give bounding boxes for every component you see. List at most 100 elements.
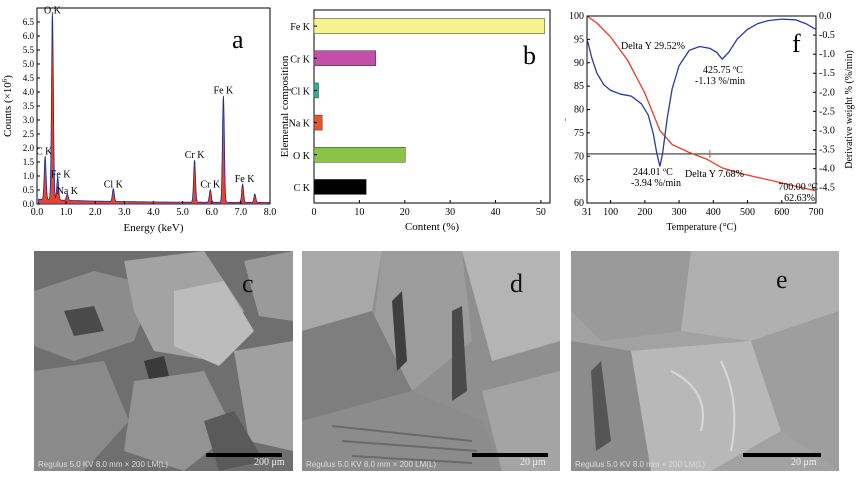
x-axis-label: Content (%) [405, 221, 459, 233]
y-tick-label-left: 100 [569, 11, 584, 22]
x-tick-label: 400 [706, 207, 721, 218]
x-tick-label: 0.0 [31, 207, 44, 218]
x-tick-label: 20 [400, 207, 410, 218]
y-axis-label: Elemental composition [280, 55, 291, 157]
peak-label: O K [44, 5, 62, 16]
category-label: C K [294, 183, 311, 194]
x-tick-label: 5.0 [176, 207, 189, 218]
sem-texture-c [34, 251, 293, 471]
y-tick-label-right: -2.5 [819, 106, 835, 117]
category-label: Cl K [291, 86, 311, 97]
panel-letter-f: f [792, 29, 801, 58]
category-label: Na K [289, 119, 311, 130]
x-tick-label: 300 [672, 207, 687, 218]
panel-letter-e: e [776, 265, 788, 294]
x-tick-label: 600 [774, 207, 789, 218]
annotation-end-temp: 700.00 ºC [778, 182, 818, 193]
peak-label: Cl K [104, 179, 124, 190]
y-tick-label: 2.5 [23, 129, 35, 139]
y-tick-label-left: 70 [574, 151, 584, 162]
spectrum-area [38, 12, 271, 205]
scale-bar [206, 453, 282, 457]
y-tick-label: 0.5 [23, 185, 35, 195]
composition-bar-chart: Fe K Cr K Cl K Na K O K C K 0 10 20 30 40 50 Content… [280, 9, 551, 233]
category-label: Fe K [290, 22, 311, 33]
sem-footer: Regulus 5.0 KV 8.0 mm × 200 LM(L) [306, 460, 437, 469]
x-tick-label: 100 [603, 207, 618, 218]
sem-texture-d [302, 251, 560, 471]
scale-label: 20 μm [520, 457, 546, 468]
y-tick-label: 0.0 [23, 199, 35, 209]
plot-frame [313, 9, 551, 204]
sem-footer: Regulus 5.0 KV 8.0 mm × 200 LM(L) [38, 460, 169, 469]
x-tick-label: 50 [536, 207, 546, 218]
x-tick-label: 0 [312, 207, 317, 218]
peak-label: Fe K [51, 170, 72, 181]
y-tick-label: 4.5 [23, 73, 35, 83]
category-label: O K [293, 151, 311, 162]
bar [313, 18, 545, 34]
peak-label: Fe K [235, 174, 256, 185]
y-axis-label-left: Weight % (%) [565, 81, 566, 138]
y-tick-label-right: -4.0 [819, 164, 835, 175]
annotation-delta2: Delta Y 7.68% [685, 169, 744, 180]
sem-texture-e [571, 251, 839, 471]
x-tick-label: 500 [740, 207, 755, 218]
y-tick-label-left: 90 [574, 58, 584, 69]
bar [313, 179, 367, 195]
y-tick-label: 5.0 [23, 59, 35, 69]
x-tick-label: 2.0 [89, 207, 102, 218]
y-tick-label: 6.0 [23, 31, 35, 41]
y-tick-label-right: -1.0 [819, 49, 835, 60]
annotation-peak1-rate: -3.94 %/min [631, 178, 681, 189]
y-tick-label-left: 60 [574, 198, 584, 209]
y-tick-label-right: -0.5 [819, 30, 835, 41]
panel-letter-d: d [510, 269, 523, 298]
tga-chart: 31 100 200 300 400 500 600 700 60 65 70 75 80 85 90 95 1… [565, 11, 855, 233]
bar [313, 50, 376, 66]
annotation-peak1-temp: 244.01 ºC [633, 167, 673, 178]
x-tick-label: 4.0 [147, 207, 160, 218]
y-tick-label: 4.0 [23, 87, 35, 97]
y-tick-label-right: -2.0 [819, 87, 835, 98]
y-axis-label: Counts (×106) [1, 75, 14, 137]
y-tick-label-left: 75 [574, 128, 584, 139]
x-tick-label: 8.0 [264, 207, 277, 218]
derivative-curve [586, 18, 817, 167]
sem-image-c: c 200 μm Regulus 5.0 KV 8.0 mm × 200 LM(… [34, 251, 293, 471]
annotation-end-weight: 62.63% [784, 193, 815, 204]
y-tick-label-right: 0.0 [819, 11, 832, 22]
x-tick-label: 40 [491, 207, 501, 218]
peak-label: C K [36, 147, 53, 158]
x-tick-label: 6.0 [206, 207, 219, 218]
x-tick-label: 1.0 [60, 207, 73, 218]
y-tick-label: 3.0 [23, 115, 35, 125]
sem-image-e: e 20 μm Regulus 5.0 KV 8.0 mm × 200 LM(L… [571, 251, 839, 471]
annotation-peak2-temp: 425.75 ºC [703, 65, 743, 76]
x-tick-label: 10 [354, 207, 364, 218]
peak-label: Cr K [185, 150, 206, 161]
x-tick-label: 200 [637, 207, 652, 218]
y-tick-label-right: -3.5 [819, 145, 835, 156]
y-tick-label: 2.0 [23, 143, 35, 153]
y-tick-label-left: 65 [574, 175, 584, 186]
peak-label: Na K [57, 186, 79, 197]
peak-label: Cr K [200, 179, 221, 190]
x-tick-label: 7.0 [235, 207, 248, 218]
scale-bar [743, 453, 821, 457]
eds-spectrum-chart: 0.0 1.0 2.0 3.0 4.0 5.0 6.0 7.0 8.0 0.0 0.5 1.0 1.5 2… [1, 5, 277, 234]
y-tick-label-right: -3.0 [819, 125, 835, 136]
sem-footer: Regulus 5.0 KV 8.0 mm × 200 LM(L) [575, 460, 706, 469]
x-axis-label: Temperature (°C) [666, 222, 736, 233]
scale-label: 200 μm [254, 457, 285, 468]
y-tick-label: 1.5 [23, 157, 35, 167]
peak-label: Fe K [214, 86, 235, 97]
bar [313, 147, 406, 163]
y-tick-label-right: -4.5 [819, 183, 835, 194]
weight-curve [586, 15, 817, 192]
panel-letter-a: a [232, 25, 244, 54]
scale-bar [472, 453, 548, 457]
y-tick-label-left: 80 [574, 105, 584, 116]
category-label: Cr K [290, 54, 311, 65]
panel-letter-c: c [242, 269, 254, 298]
